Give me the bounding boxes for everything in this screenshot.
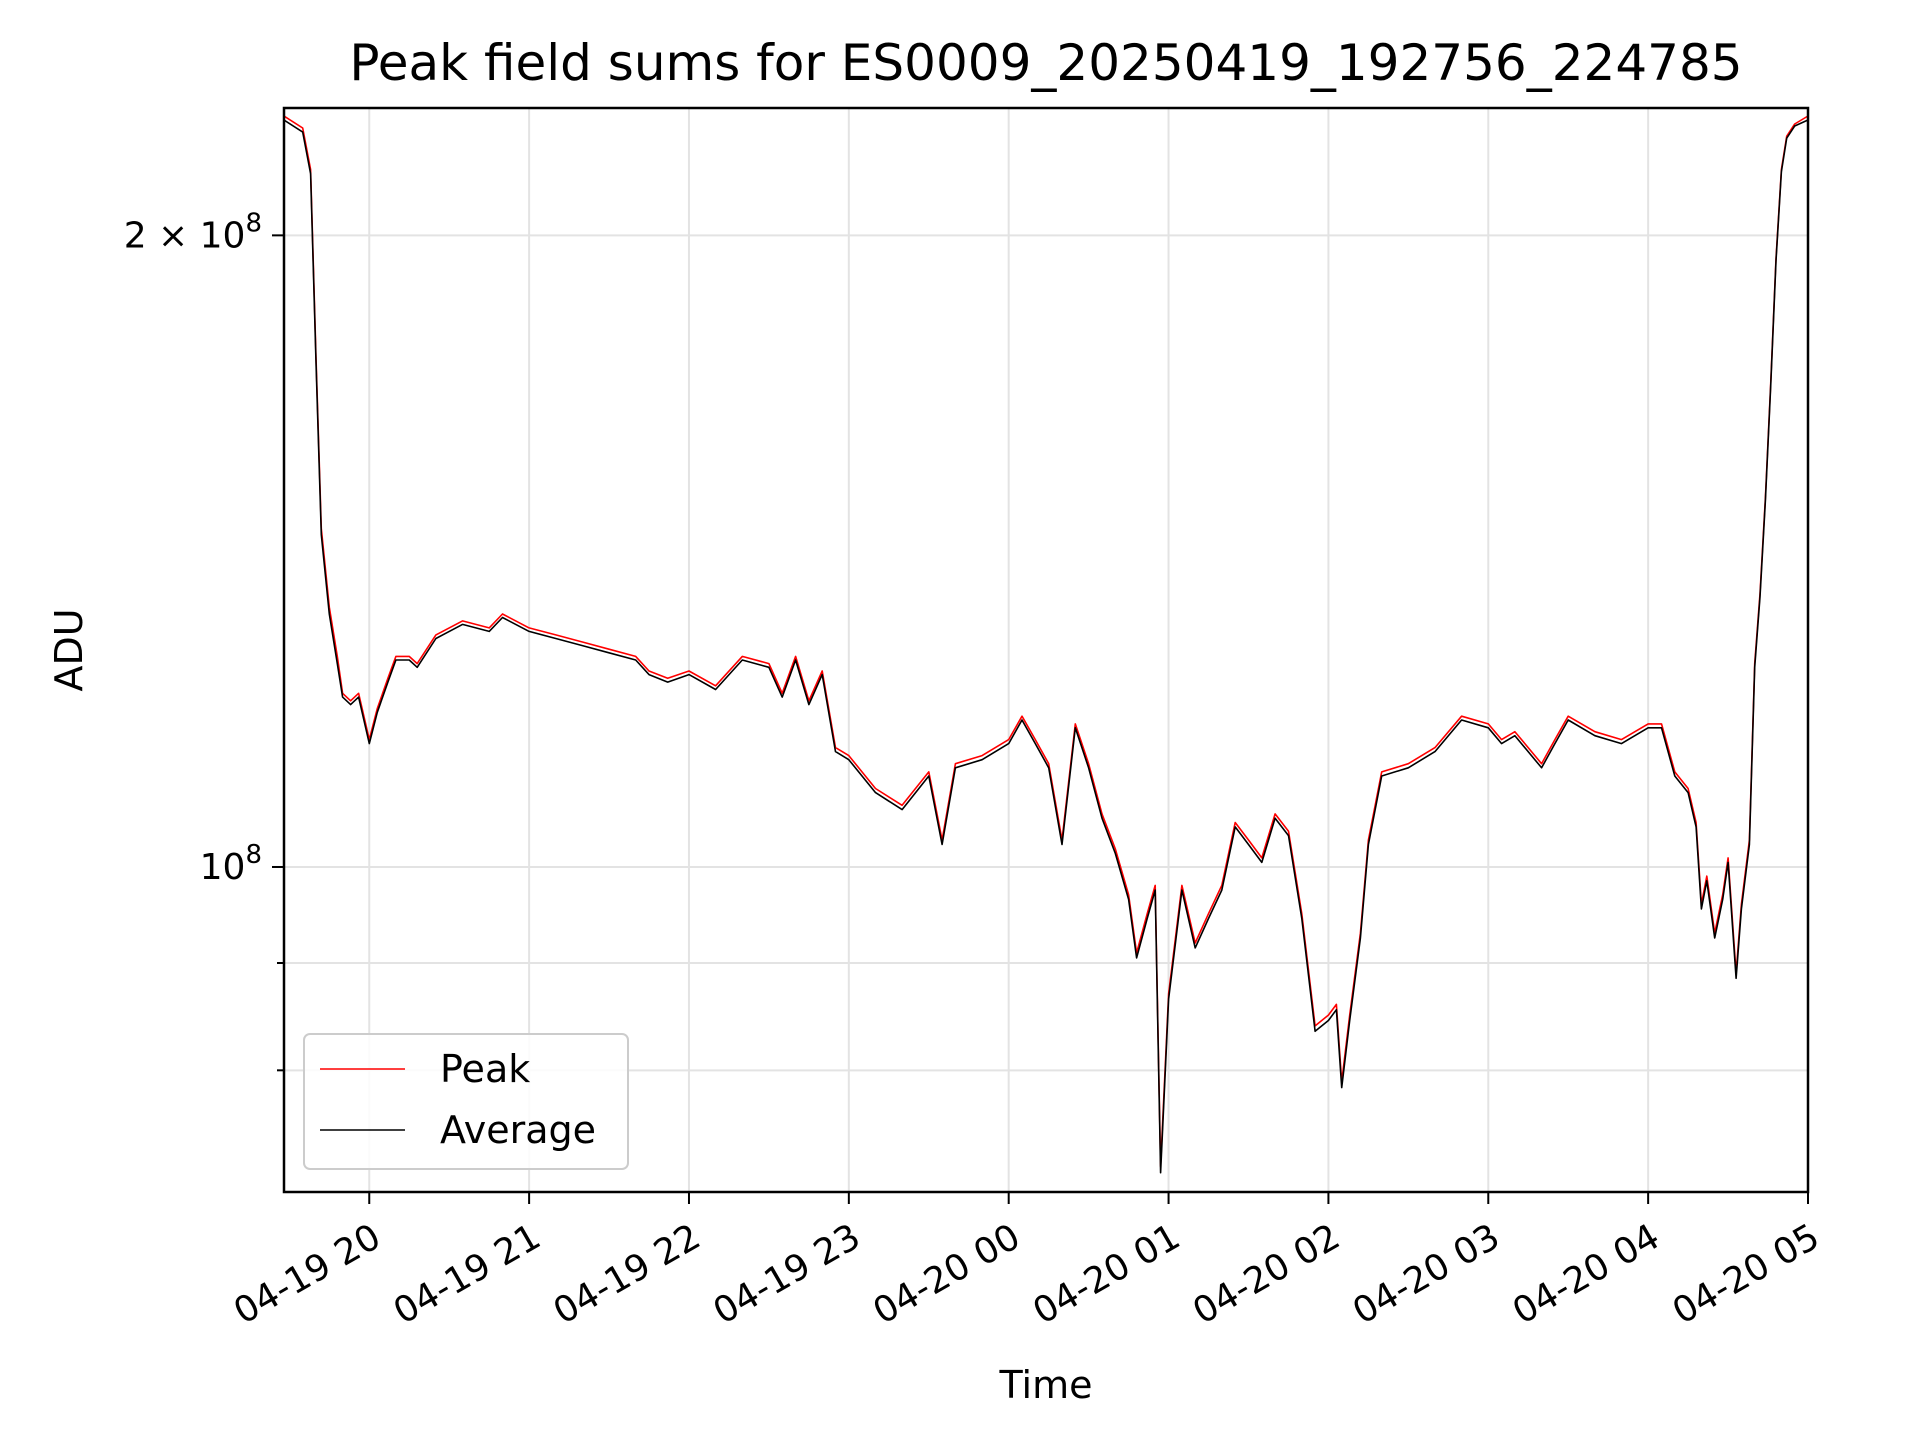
legend-label-average: Average xyxy=(440,1108,596,1152)
y-axis: 108 2 × 108 xyxy=(124,208,284,1072)
y-tick-label: 108 xyxy=(200,840,262,888)
series-layer xyxy=(284,115,1808,1174)
y-axis-label: ADU xyxy=(47,608,91,691)
x-axis-label: Time xyxy=(999,1363,1093,1407)
plot-frame xyxy=(282,106,1810,1194)
chart-title: Peak field sums for ES0009_20250419_1927… xyxy=(349,34,1742,92)
series-line-peak xyxy=(284,115,1808,1168)
legend-label-peak: Peak xyxy=(440,1047,530,1091)
legend-box xyxy=(303,1033,629,1170)
series-line-average xyxy=(284,119,1808,1174)
y-tick-label: 2 × 108 xyxy=(124,208,262,256)
legend: Peak Average xyxy=(303,1033,629,1170)
